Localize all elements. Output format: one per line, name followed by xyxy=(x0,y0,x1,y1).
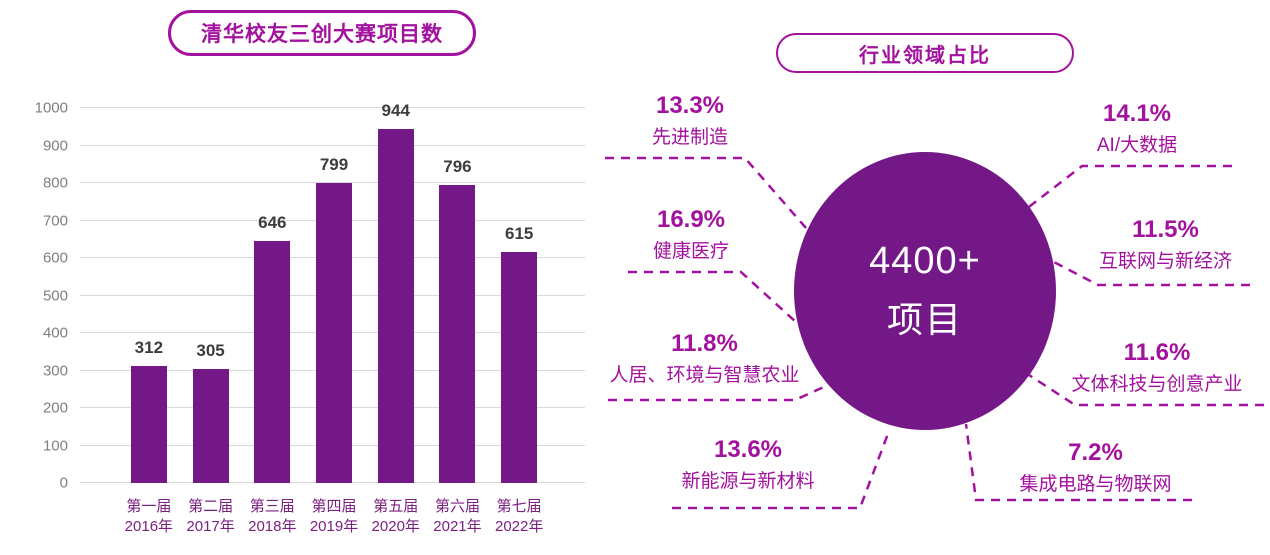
x-category-name: 第二届 xyxy=(188,498,234,515)
y-tick-label: 1000 xyxy=(34,99,68,117)
proportion-title-pill: 行业领域占比 xyxy=(776,33,1074,73)
x-category-name: 第一届 xyxy=(126,498,172,515)
x-category-label: 第七届 2022年 xyxy=(495,497,543,538)
bar-value-label: 312 xyxy=(134,338,164,357)
x-category-label: 第五届 2020年 xyxy=(372,497,420,538)
sector-label-block: 13.6% 新能源与新材料 xyxy=(648,436,848,493)
x-category-year: 2019年 xyxy=(309,518,359,536)
bar-value-label: 305 xyxy=(196,340,225,360)
sector-label-block: 7.2% 集成电路与物联网 xyxy=(988,439,1203,496)
x-category-year: 2017年 xyxy=(186,518,235,536)
x-category-label: 第二届 2017年 xyxy=(186,497,234,538)
bar-slot: 799 第四届 2019年 xyxy=(303,108,365,535)
y-tick-label: 900 xyxy=(42,137,68,154)
sector-percent: 11.8% xyxy=(671,330,738,357)
y-tick-label: 600 xyxy=(42,249,68,267)
y-tick-label: 700 xyxy=(42,212,68,229)
x-category-year: 2022年 xyxy=(494,518,544,536)
sector-label-block: 11.5% 互联网与新经济 xyxy=(1063,216,1268,273)
bar xyxy=(130,366,167,483)
bar-chart-title-pill: 清华校友三创大赛项目数 xyxy=(168,10,476,56)
sector-label-block: 11.6% 文体科技与创意产业 xyxy=(1044,339,1270,396)
proportion-title: 行业领域占比 xyxy=(859,44,991,67)
bar-chart-title: 清华校友三创大赛项目数 xyxy=(201,23,443,46)
sector-label-block: 13.3% 先进制造 xyxy=(600,92,780,149)
x-category-name: 第五届 xyxy=(373,498,419,515)
bar-value-label: 646 xyxy=(258,212,287,232)
bar-chart-plot: 0 100 200 300 400 500 600 700 800 900 1000 312 第一届 2… xyxy=(35,100,585,536)
x-category-year: 2018年 xyxy=(248,518,297,536)
bar-value-label: 799 xyxy=(319,155,349,175)
bar-slot: 305 第二届 2017年 xyxy=(180,108,242,536)
sector-percent: 11.6% xyxy=(1123,339,1191,366)
bar xyxy=(439,184,476,483)
sector-percent: 16.9% xyxy=(656,206,726,233)
sector-percent: 11.5% xyxy=(1132,216,1199,243)
total-projects-value: 4400+ xyxy=(869,239,981,282)
bar-slot: 944 第五届 2020年 xyxy=(365,101,427,535)
y-tick-label: 400 xyxy=(42,324,68,342)
x-category-label: 第一届 2016年 xyxy=(125,497,173,538)
bar-value-label: 615 xyxy=(504,224,534,244)
y-tick-label: 500 xyxy=(42,287,68,304)
y-tick-label: 300 xyxy=(42,362,68,379)
sector-name: 新能源与新材料 xyxy=(681,471,815,492)
sector-name: 先进制造 xyxy=(651,127,728,148)
x-category-year: 2016年 xyxy=(124,518,174,536)
bar xyxy=(192,368,229,483)
bar-group: 312 第一届 2016年 305 第二届 2017年 646 第三届 2018年 799 第四届 2… xyxy=(118,101,550,536)
bar xyxy=(254,240,291,483)
x-category-name: 第六届 xyxy=(434,498,480,515)
connector-health-medical xyxy=(628,270,798,324)
sector-name: 人居、环境与智慧农业 xyxy=(609,365,800,386)
sector-percent: 7.2% xyxy=(1068,439,1123,466)
sector-label-block: 16.9% 健康医疗 xyxy=(606,206,776,263)
connector-ai-bigdata xyxy=(1011,164,1232,221)
y-tick-label: 100 xyxy=(42,437,68,454)
x-category-label: 第六届 2021年 xyxy=(433,497,481,538)
total-projects-circle: 4400+ 项目 xyxy=(794,152,1056,430)
x-category-label: 第四届 2019年 xyxy=(310,497,358,538)
y-tick-label: 200 xyxy=(42,399,68,417)
bar xyxy=(501,252,538,483)
sector-percent: 14.1% xyxy=(1102,100,1172,127)
total-projects-label: 项目 xyxy=(886,298,963,340)
bar-slot: 796 第六届 2021年 xyxy=(427,108,489,536)
sector-name: 集成电路与物联网 xyxy=(1019,474,1172,495)
x-category-name: 第三届 xyxy=(249,498,295,515)
y-tick-label: 0 xyxy=(59,474,68,492)
gridline xyxy=(80,107,585,108)
x-category-year: 2020年 xyxy=(371,518,420,536)
sector-percent: 13.3% xyxy=(655,92,725,119)
bar-value-label: 944 xyxy=(381,101,410,120)
bar-slot: 646 第三届 2018年 xyxy=(241,108,303,536)
gridline xyxy=(80,182,585,183)
gridline xyxy=(80,144,585,146)
sector-name: AI/大数据 xyxy=(1096,135,1178,156)
sector-name: 文体科技与创意产业 xyxy=(1071,374,1243,395)
x-category-label: 第三届 2018年 xyxy=(248,497,296,538)
bar-value-label: 796 xyxy=(443,156,472,176)
y-tick-label: 800 xyxy=(42,174,68,192)
bar xyxy=(377,129,414,483)
bar xyxy=(316,183,353,483)
bar-slot: 615 第七届 2022年 xyxy=(488,108,550,535)
sector-percent: 13.6% xyxy=(713,436,783,463)
sector-name: 健康医疗 xyxy=(652,241,729,262)
sector-label-block: 11.8% 人居、环境与智慧农业 xyxy=(582,330,827,387)
sector-label-block: 14.1% AI/大数据 xyxy=(1042,100,1232,157)
x-category-year: 2021年 xyxy=(433,518,482,536)
x-category-name: 第四届 xyxy=(311,498,357,515)
x-category-name: 第七届 xyxy=(496,498,542,515)
sector-name: 互联网与新经济 xyxy=(1098,251,1232,272)
bar-slot: 312 第一届 2016年 xyxy=(118,108,180,535)
